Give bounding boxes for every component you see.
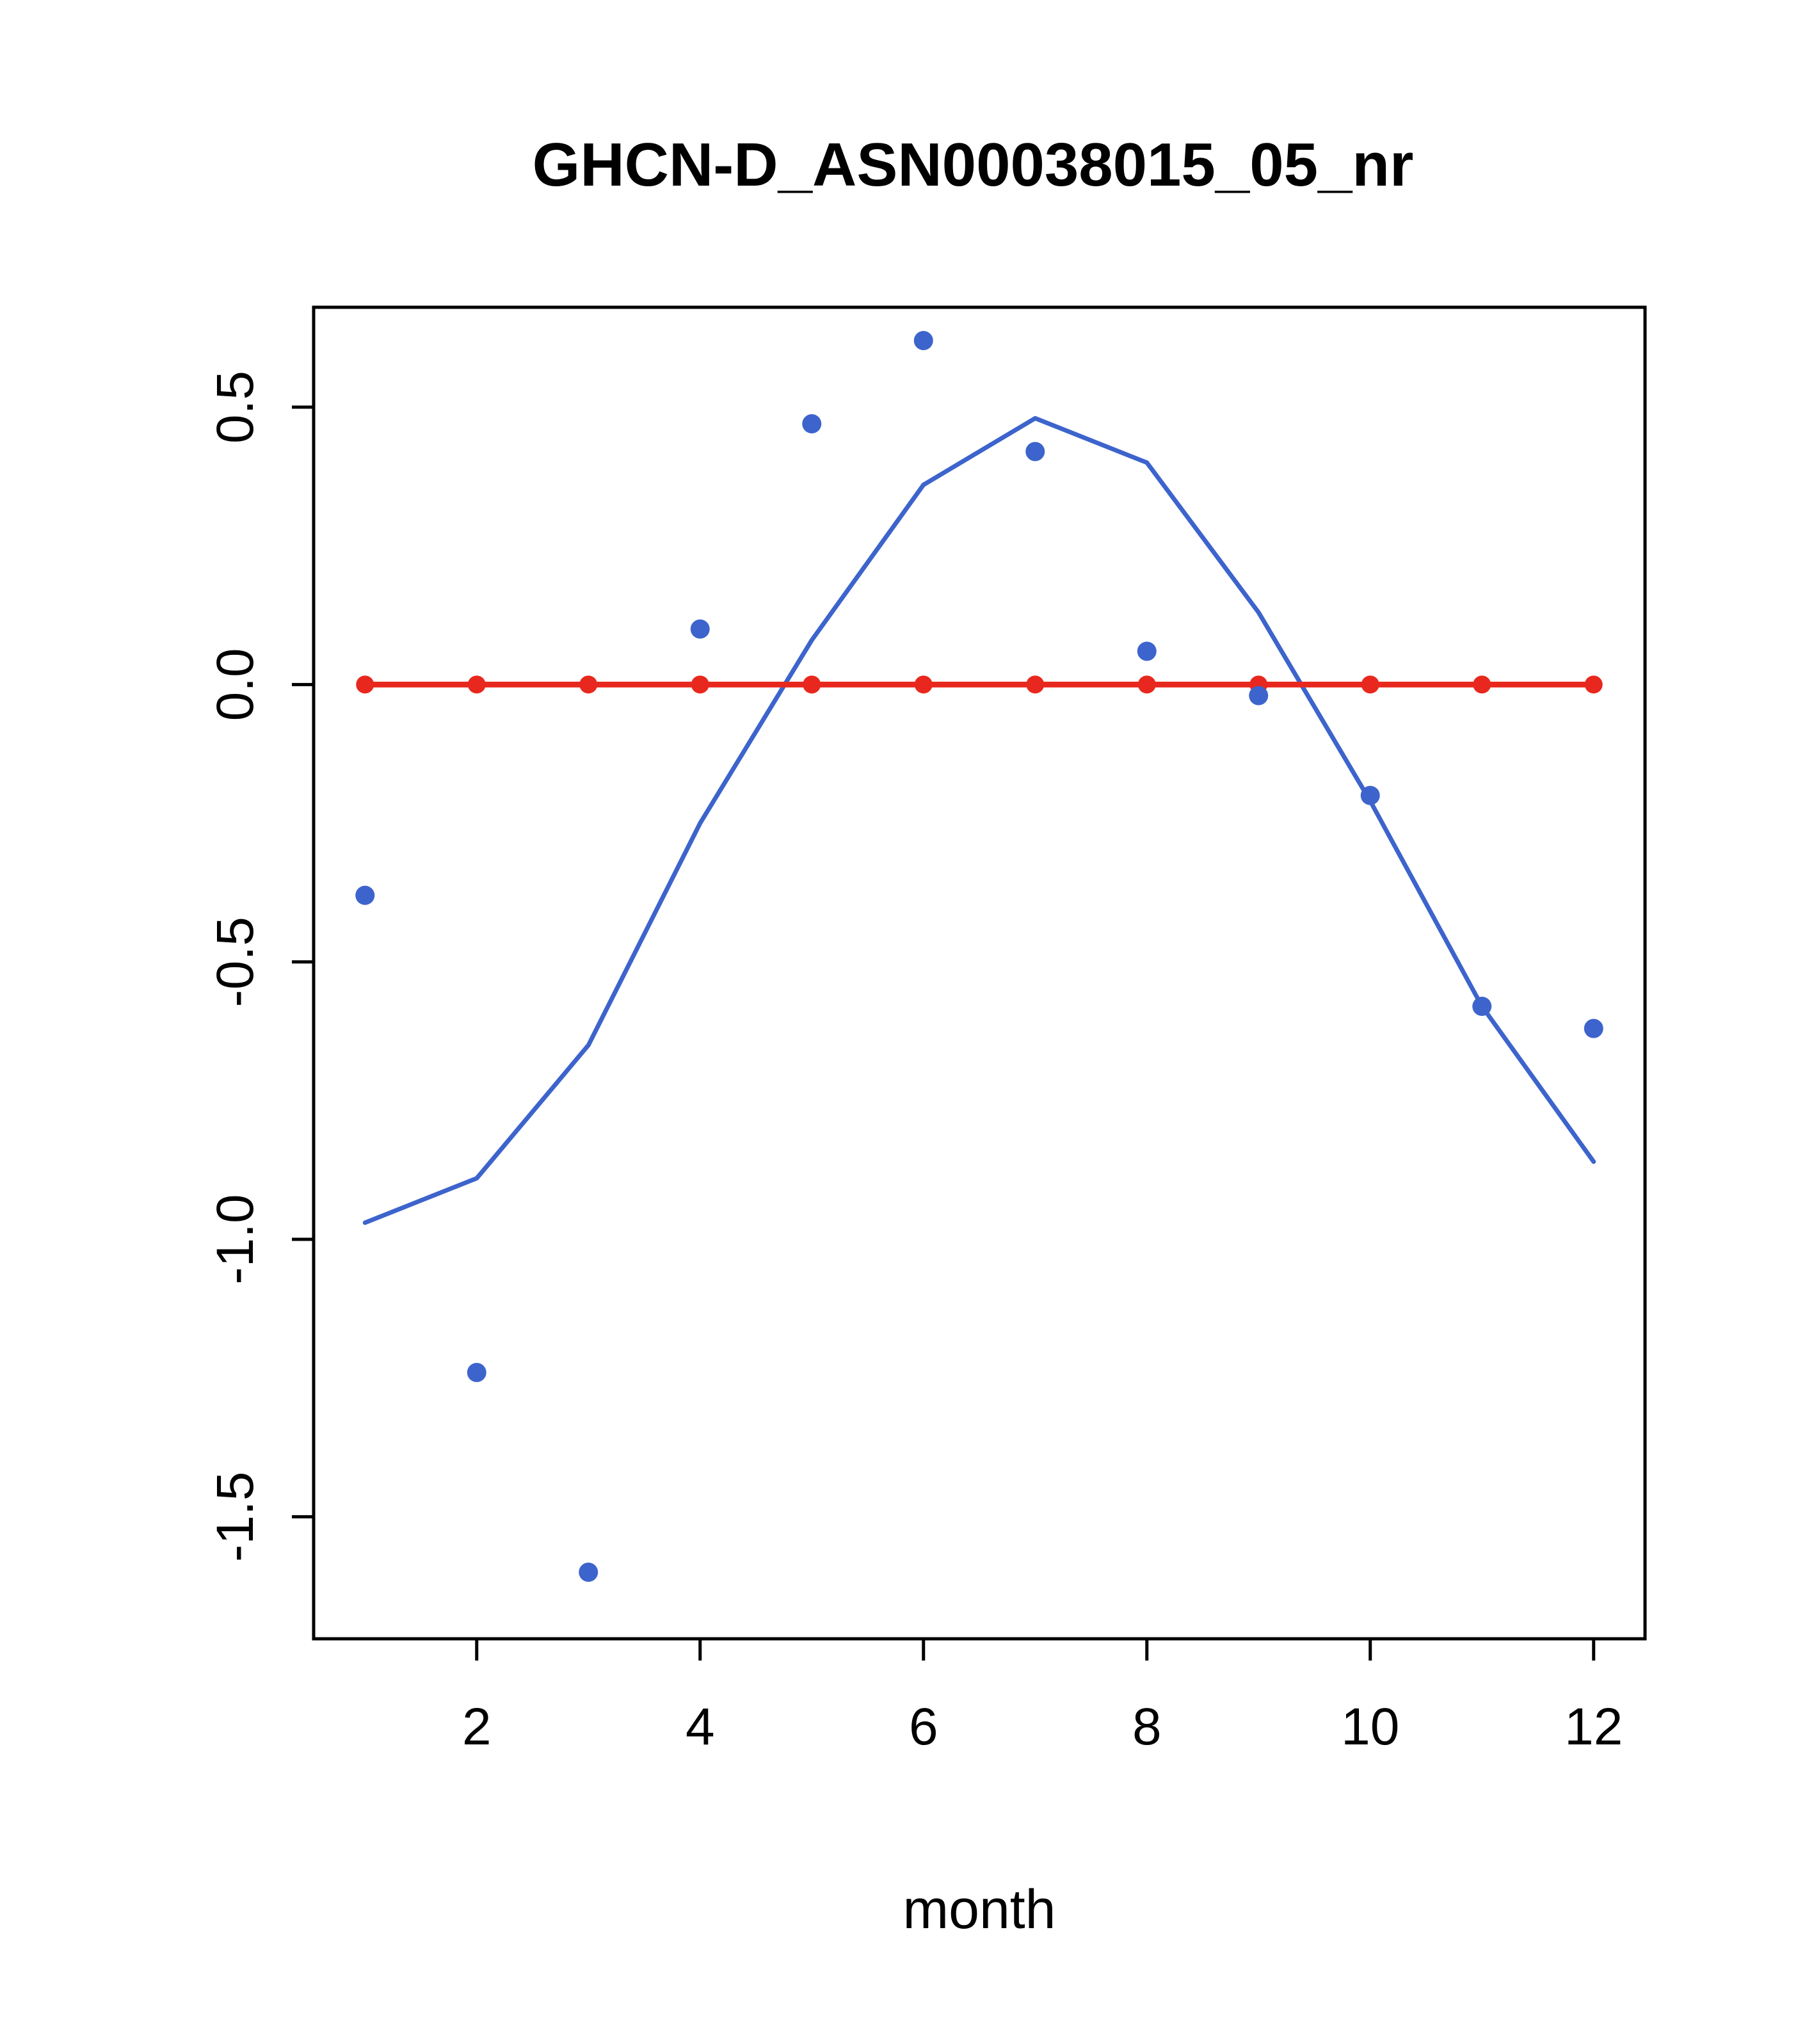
- reference-zero-point: [1584, 675, 1603, 694]
- y-tick-label: -1.0: [206, 1194, 264, 1284]
- observed-anomaly-point: [467, 1363, 486, 1382]
- reference-zero-point: [356, 675, 374, 694]
- chart-title: GHCN-D_ASN00038015_05_nr: [533, 131, 1414, 199]
- observed-anomaly-point: [690, 619, 710, 639]
- observed-anomaly-point: [913, 331, 933, 350]
- x-tick-label: 10: [1341, 1698, 1399, 1756]
- x-tick-label: 8: [1132, 1698, 1162, 1756]
- y-tick-label: -0.5: [206, 917, 264, 1007]
- observed-anomaly-point: [1137, 641, 1157, 661]
- seasonal-fit-line: [362, 415, 1596, 1225]
- reference-zero-point: [1137, 675, 1156, 694]
- reference-zero-point: [579, 675, 598, 694]
- observed-anomaly-point: [579, 1563, 598, 1582]
- reference-zero-point: [691, 675, 709, 694]
- x-tick-label: 4: [686, 1698, 715, 1756]
- x-tick-label: 6: [909, 1698, 938, 1756]
- x-tick-label: 12: [1564, 1698, 1623, 1756]
- observed-anomaly-point: [1360, 785, 1380, 805]
- x-axis-label: month: [903, 1879, 1055, 1940]
- y-tick-label: 0.0: [206, 648, 264, 721]
- observed-anomaly-point: [355, 885, 375, 905]
- reference-zero-point: [1473, 675, 1491, 694]
- observed-anomaly-point: [1025, 442, 1045, 462]
- plot-area: 2 4 6 8 10 12 0.5 0.0 -0.5 -1.0 -1.5: [206, 305, 1647, 1756]
- reference-zero-point: [914, 675, 933, 694]
- reference-zero-point: [467, 675, 486, 694]
- y-tick-label: 0.5: [206, 371, 264, 444]
- observed-anomaly-point: [1249, 686, 1269, 705]
- y-tick-label: -1.5: [206, 1472, 264, 1562]
- x-tick-label: 2: [462, 1698, 492, 1756]
- observed-anomaly-point: [802, 414, 822, 433]
- plot-border: [312, 305, 1647, 1641]
- observed-anomaly-point: [1472, 997, 1492, 1016]
- observed-anomaly-point: [1584, 1018, 1603, 1038]
- reference-zero-point: [1026, 675, 1045, 694]
- reference-zero-point: [1361, 675, 1379, 694]
- reference-zero-point: [803, 675, 821, 694]
